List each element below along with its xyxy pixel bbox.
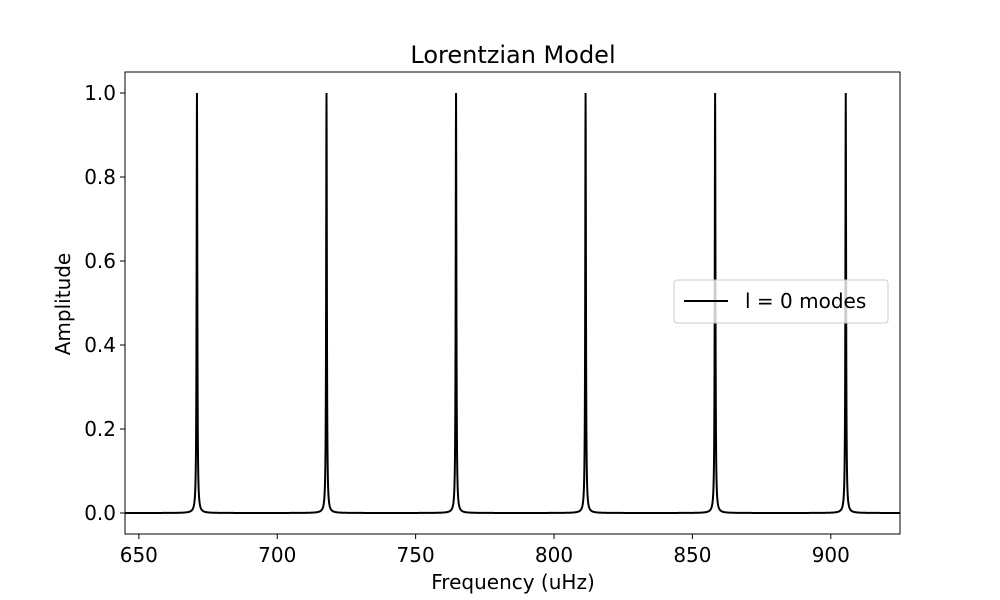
series-line-0 [125, 92, 900, 514]
x-tick-label: 700 [258, 543, 296, 567]
y-tick-label: 0.8 [84, 165, 116, 189]
axis-ticks: 650 700 750 800 850 900 0.0 0.2 0.4 0.6 0.8 1.0 [84, 81, 850, 567]
plot-frame [124, 71, 901, 535]
plot-area [124, 71, 901, 535]
x-tick-label: 900 [812, 543, 850, 567]
y-axis-label: Amplitude [51, 253, 75, 356]
legend: l = 0 modes [673, 279, 889, 324]
y-tick-label: 1.0 [84, 81, 116, 105]
x-axis-label: Frequency (uHz) [431, 570, 595, 594]
x-tick-label: 850 [673, 543, 711, 567]
legend-box [673, 279, 889, 324]
y-tick-label: 0.0 [84, 501, 116, 525]
y-tick-label: 0.6 [84, 249, 116, 273]
x-tick-label: 750 [397, 543, 435, 567]
x-tick-label: 800 [535, 543, 573, 567]
legend-label: l = 0 modes [745, 289, 866, 313]
y-tick-label: 0.2 [84, 417, 116, 441]
x-tick-label: 650 [120, 543, 158, 567]
chart-title: Lorentzian Model [410, 41, 615, 69]
y-tick-label: 0.4 [84, 333, 116, 357]
